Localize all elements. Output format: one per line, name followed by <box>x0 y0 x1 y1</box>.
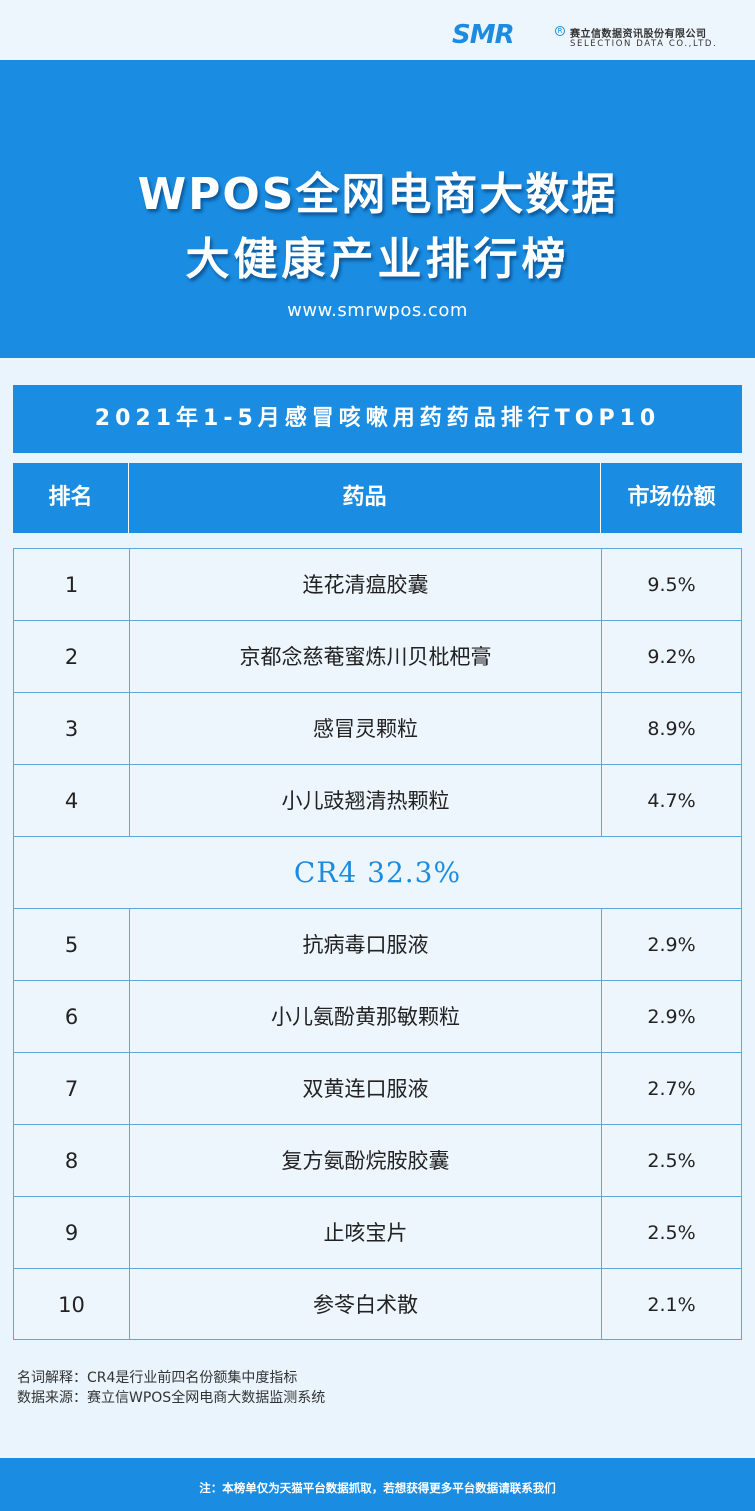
notes: 名词解释：CR4是行业前四名份额集中度指标 数据来源：赛立信WPOS全网电商大数… <box>17 1368 737 1408</box>
share-cell: 4.7% <box>647 790 696 812</box>
rank-cell: 5 <box>64 933 79 957</box>
drug-cell: 连花清瘟胶囊 <box>129 549 602 620</box>
table-row: 5 抗病毒口服液 2.9% <box>14 909 741 981</box>
registered-mark-icon: R <box>555 26 565 36</box>
cr4-summary: CR4 32.3% <box>14 837 741 909</box>
drug-cell: 感冒灵颗粒 <box>129 693 602 764</box>
share-cell: 9.2% <box>647 646 696 668</box>
rank-cell: 2 <box>64 645 79 669</box>
drug-cell: 小儿氨酚黄那敏颗粒 <box>129 981 602 1052</box>
table-row: 2 京都念慈菴蜜炼川贝枇杷膏 9.2% <box>14 621 741 693</box>
table-row: 10 参苓白术散 2.1% <box>14 1269 741 1341</box>
share-cell: 2.5% <box>647 1222 696 1244</box>
definition-note: 名词解释：CR4是行业前四名份额集中度指标 <box>17 1370 298 1386</box>
ranking-title: 2021年1-5月感冒咳嗽用药药品排行TOP10 <box>13 385 742 453</box>
rank-cell: 8 <box>64 1149 79 1173</box>
drug-cell: 小儿豉翘清热颗粒 <box>129 765 602 836</box>
share-cell: 2.1% <box>647 1294 696 1316</box>
drug-cell: 京都念慈菴蜜炼川贝枇杷膏 <box>129 621 602 692</box>
rank-cell: 1 <box>64 573 79 597</box>
table-row: 1 连花清瘟胶囊 9.5% <box>14 549 741 621</box>
hero-banner: WPOS全网电商大数据 大健康产业排行榜 www.smrwpos.com <box>0 60 755 358</box>
share-cell: 2.7% <box>647 1078 696 1100</box>
rank-cell: 4 <box>64 789 79 813</box>
footer-disclaimer: 注：本榜单仅为天猫平台数据抓取，若想获得更多平台数据请联系我们 <box>0 1458 755 1511</box>
rank-cell: 10 <box>58 1293 85 1317</box>
website-url: www.smrwpos.com <box>287 300 468 321</box>
table-row: 3 感冒灵颗粒 8.9% <box>14 693 741 765</box>
share-cell: 2.9% <box>647 934 696 956</box>
drug-cell: 参苓白术散 <box>129 1269 602 1340</box>
rank-cell: 3 <box>64 717 79 741</box>
drug-cell: 复方氨酚烷胺胶囊 <box>129 1125 602 1196</box>
drug-cell: 双黄连口服液 <box>129 1053 602 1124</box>
company-name-cn: 赛立信数据资讯股份有限公司 <box>570 29 707 40</box>
share-cell: 2.5% <box>647 1150 696 1172</box>
header-rank: 排名 <box>48 485 93 510</box>
rank-cell: 9 <box>64 1221 79 1245</box>
table-row: 9 止咳宝片 2.5% <box>14 1197 741 1269</box>
smr-logo: SMR <box>452 20 515 50</box>
hero-title-line1: WPOS全网电商大数据 <box>137 169 618 220</box>
share-cell: 9.5% <box>647 574 696 596</box>
table-row: 7 双黄连口服液 2.7% <box>14 1053 741 1125</box>
rank-cell: 7 <box>64 1077 79 1101</box>
hero-title-line2: 大健康产业排行榜 <box>185 234 570 285</box>
share-cell: 8.9% <box>647 718 696 740</box>
table-row: 8 复方氨酚烷胺胶囊 2.5% <box>14 1125 741 1197</box>
ranking-table: 1 连花清瘟胶囊 9.5% 2 京都念慈菴蜜炼川贝枇杷膏 9.2% 3 感冒灵颗… <box>13 548 742 1340</box>
logo-bar: SMR R 赛立信数据资讯股份有限公司 SELECTION DATA CO.,L… <box>0 0 755 60</box>
header-market-share: 市场份额 <box>627 485 716 510</box>
source-note: 数据来源：赛立信WPOS全网电商大数据监测系统 <box>17 1390 326 1406</box>
drug-cell: 抗病毒口服液 <box>129 909 602 980</box>
company-name-en: SELECTION DATA CO.,LTD. <box>570 39 718 49</box>
table-row: 6 小儿氨酚黄那敏颗粒 2.9% <box>14 981 741 1053</box>
table-header: 排名 药品 市场份额 <box>13 463 742 533</box>
drug-cell: 止咳宝片 <box>129 1197 602 1268</box>
rank-cell: 6 <box>64 1005 79 1029</box>
table-row: 4 小儿豉翘清热颗粒 4.7% <box>14 765 741 837</box>
share-cell: 2.9% <box>647 1006 696 1028</box>
header-drug: 药品 <box>128 463 601 533</box>
